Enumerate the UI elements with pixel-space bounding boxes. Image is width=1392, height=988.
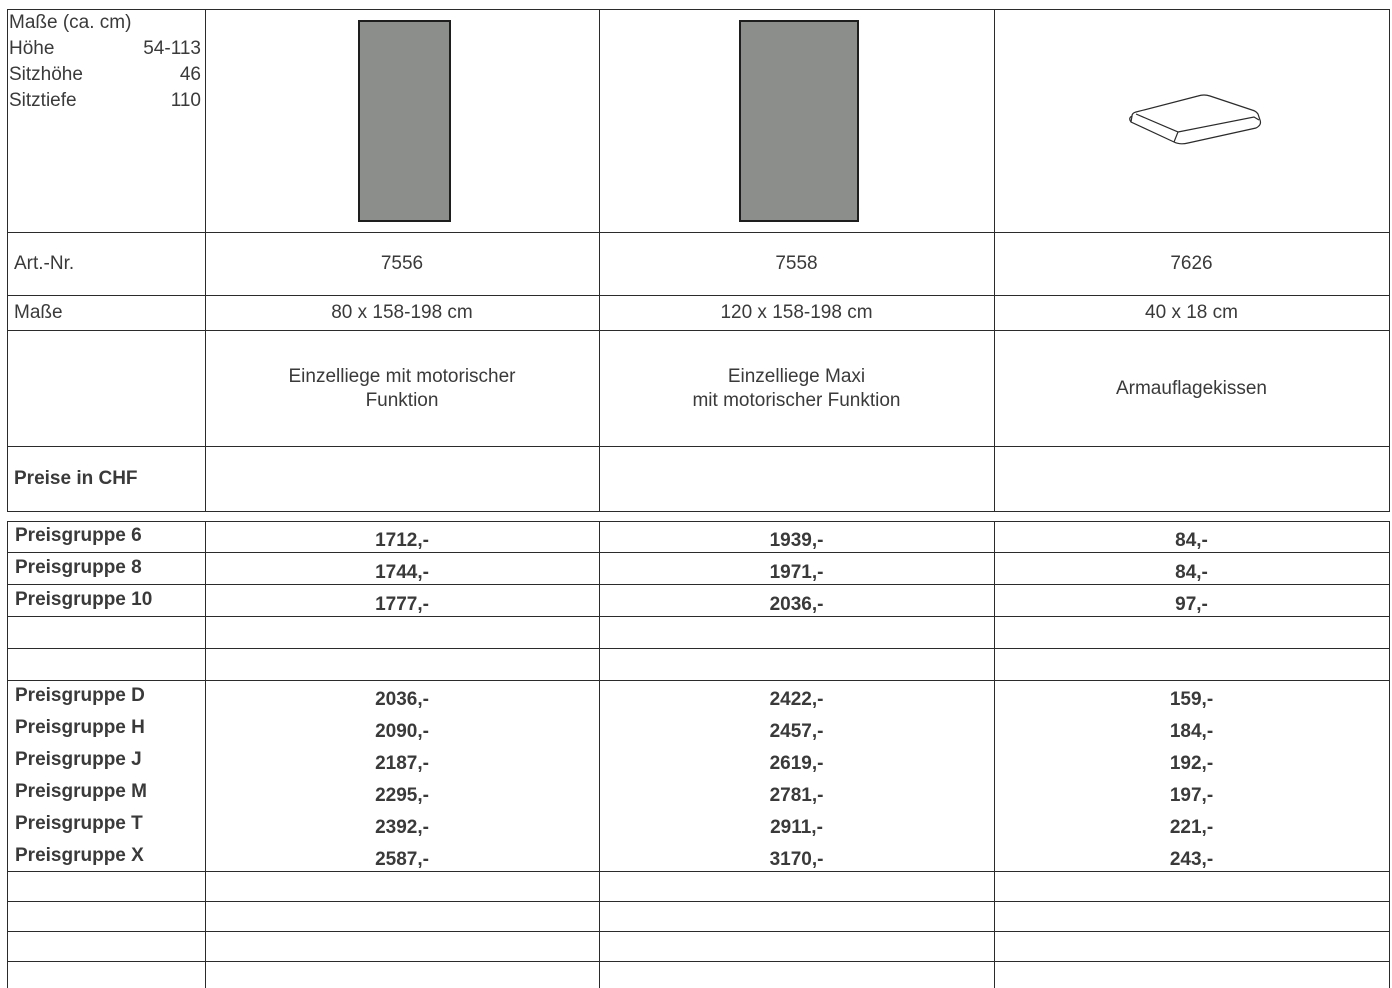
lounger-rectangle-image bbox=[358, 20, 451, 222]
rule bbox=[7, 521, 8, 988]
price-value: 159,- bbox=[1169, 689, 1214, 710]
rule bbox=[7, 901, 1390, 902]
price-value: 2036,- bbox=[375, 689, 429, 710]
dimension-row: Sitztiefe 110 bbox=[9, 88, 201, 114]
price-group-label: Preisgruppe T bbox=[15, 813, 143, 834]
price-value: 221,- bbox=[1169, 817, 1214, 838]
dimension-label: Sitztiefe bbox=[9, 90, 77, 111]
price-value: 2422,- bbox=[769, 689, 824, 710]
price-value: 2187,- bbox=[375, 753, 429, 774]
price-group-label: Preisgruppe M bbox=[15, 781, 147, 802]
price-group-label: Preisgruppe J bbox=[15, 749, 142, 770]
rule bbox=[7, 295, 1390, 296]
price-group-label: Preisgruppe 6 bbox=[15, 525, 142, 546]
description-line: mit motorischer Funktion bbox=[692, 389, 901, 411]
rule bbox=[599, 521, 600, 988]
price-group-label: Preisgruppe H bbox=[15, 717, 145, 738]
rule bbox=[994, 9, 995, 512]
masse-value: 80 x 158-198 cm bbox=[331, 302, 473, 323]
price-value: 2090,- bbox=[375, 721, 429, 742]
rule bbox=[7, 330, 1390, 331]
description-line: Funktion bbox=[365, 389, 439, 411]
rule bbox=[994, 521, 995, 988]
art-nr-value: 7626 bbox=[1170, 253, 1213, 274]
rule bbox=[7, 9, 1390, 10]
price-value: 2781,- bbox=[769, 785, 824, 806]
price-value: 84,- bbox=[1175, 530, 1208, 551]
rule bbox=[599, 9, 600, 512]
dimension-label: Sitzhöhe bbox=[9, 64, 83, 85]
price-value: 1939,- bbox=[769, 530, 824, 551]
rule bbox=[1389, 521, 1390, 988]
dimensions-block: Maße (ca. cm) Höhe 54-113 Sitzhöhe 46 Si… bbox=[9, 10, 201, 114]
dimensions-title: Maße (ca. cm) bbox=[9, 12, 132, 33]
rule bbox=[7, 446, 1390, 447]
description-line: Armauflagekissen bbox=[1115, 377, 1268, 399]
rule bbox=[7, 961, 1390, 962]
price-value: 97,- bbox=[1175, 594, 1208, 615]
product-description: Einzelliege Maxi mit motorischer Funktio… bbox=[599, 331, 994, 446]
description-line: Einzelliege Maxi bbox=[727, 365, 866, 387]
rule bbox=[7, 9, 8, 512]
dimension-value: 46 bbox=[179, 64, 201, 85]
masse-value: 120 x 158-198 cm bbox=[720, 302, 873, 323]
price-group-label: Preisgruppe 8 bbox=[15, 557, 142, 578]
product-description: Armauflagekissen bbox=[994, 331, 1389, 446]
price-value: 184,- bbox=[1169, 721, 1214, 742]
art-nr-value: 7558 bbox=[775, 253, 818, 274]
product-description: Einzelliege mit motorischer Funktion bbox=[205, 331, 599, 446]
price-value: 2619,- bbox=[769, 753, 824, 774]
price-group-label: Preisgruppe X bbox=[15, 845, 144, 866]
dimension-value: 110 bbox=[170, 90, 201, 111]
masse-label: Maße bbox=[14, 302, 63, 323]
rule bbox=[7, 680, 1390, 681]
rule bbox=[1389, 9, 1390, 512]
rule bbox=[7, 521, 1390, 522]
price-value: 2392,- bbox=[375, 817, 429, 838]
price-value: 197,- bbox=[1169, 785, 1214, 806]
prices-header: Preise in CHF bbox=[14, 468, 138, 489]
rule bbox=[7, 648, 1390, 649]
price-value: 2911,- bbox=[770, 817, 823, 838]
art-nr-label: Art.-Nr. bbox=[14, 253, 75, 274]
rule bbox=[7, 871, 1390, 872]
price-value: 1712,- bbox=[375, 530, 429, 551]
price-value: 1777,- bbox=[375, 594, 429, 615]
art-nr-value: 7556 bbox=[380, 253, 424, 274]
price-value: 243,- bbox=[1169, 849, 1214, 870]
rule bbox=[7, 232, 1390, 233]
dimension-row: Höhe 54-113 bbox=[9, 36, 201, 62]
price-value: 192,- bbox=[1169, 753, 1214, 774]
price-value: 1971,- bbox=[769, 562, 824, 583]
rule bbox=[7, 552, 1390, 553]
description-line: Einzelliege mit motorischer bbox=[288, 365, 516, 387]
price-value: 3170,- bbox=[769, 849, 824, 870]
price-value: 2587,- bbox=[375, 849, 429, 870]
dimension-label: Höhe bbox=[9, 38, 55, 59]
price-group-label: Preisgruppe 10 bbox=[15, 589, 153, 610]
rule bbox=[7, 584, 1390, 585]
rule bbox=[7, 931, 1390, 932]
rule bbox=[205, 9, 206, 512]
rule bbox=[7, 511, 1390, 512]
dimension-row: Sitzhöhe 46 bbox=[9, 62, 201, 88]
dimension-value: 54-113 bbox=[143, 38, 201, 59]
rule bbox=[7, 616, 1390, 617]
lounger-rectangle-image bbox=[739, 20, 859, 222]
rule bbox=[205, 521, 206, 988]
cushion-image bbox=[1129, 94, 1262, 145]
price-value: 2295,- bbox=[375, 785, 429, 806]
masse-value: 40 x 18 cm bbox=[1145, 302, 1238, 323]
price-value: 1744,- bbox=[375, 562, 429, 583]
price-value: 2036,- bbox=[769, 594, 824, 615]
price-group-label: Preisgruppe D bbox=[15, 685, 145, 706]
price-value: 2457,- bbox=[769, 721, 824, 742]
price-value: 84,- bbox=[1175, 562, 1208, 583]
